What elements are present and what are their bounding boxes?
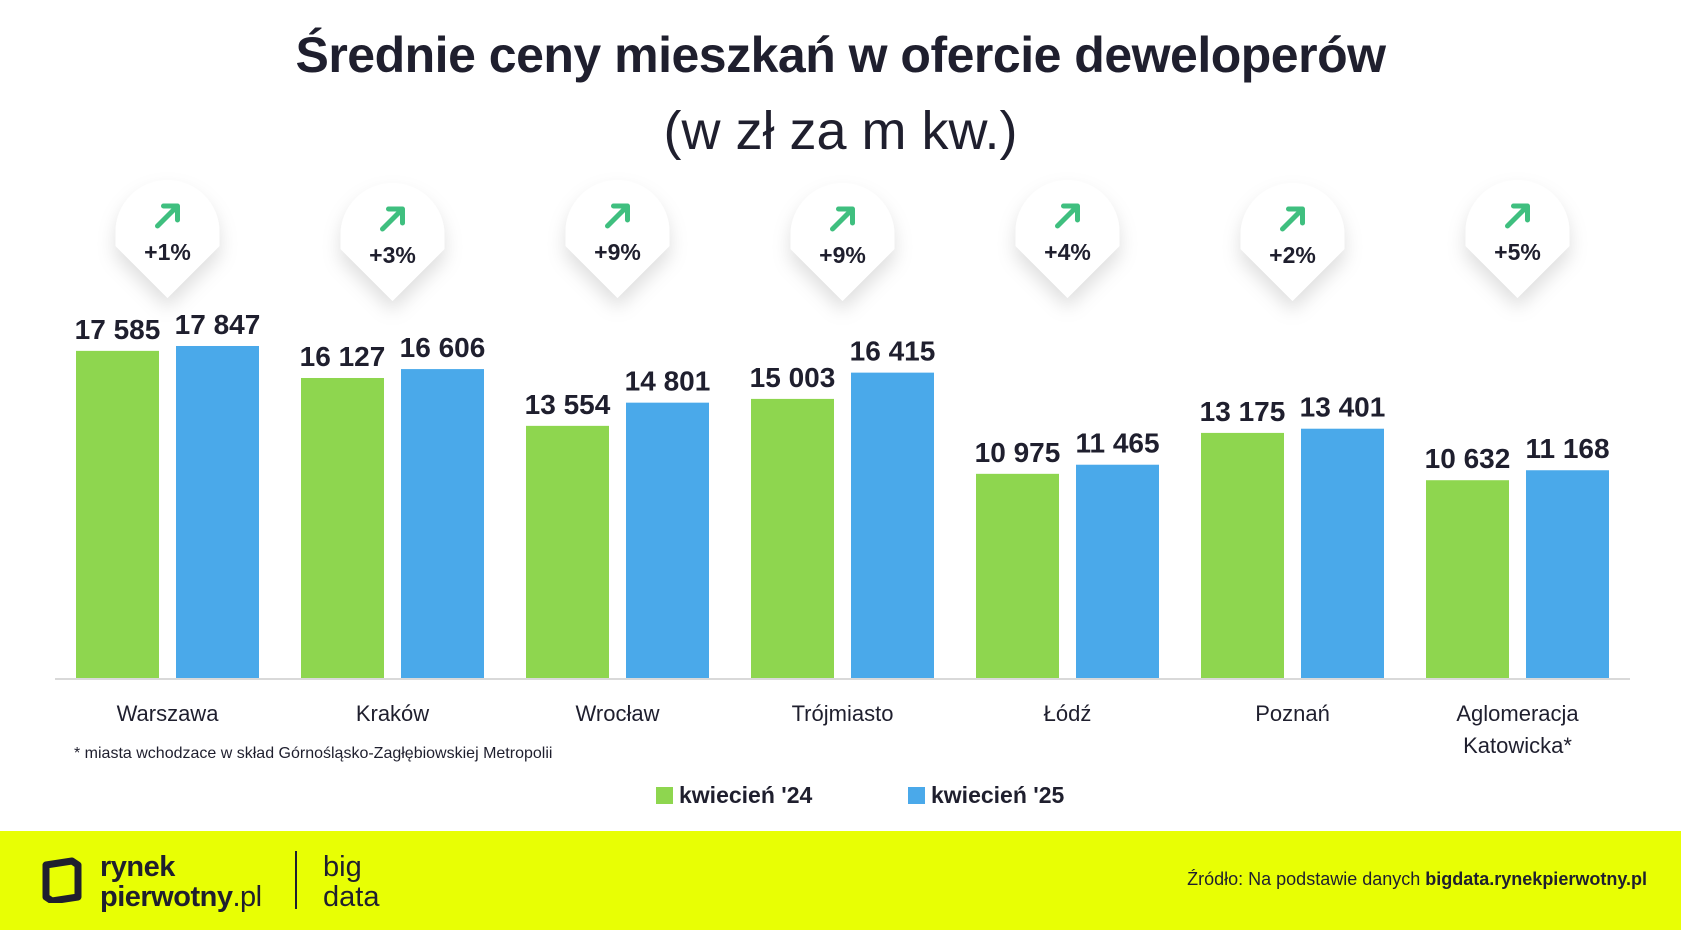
bar-2024-4	[976, 473, 1059, 678]
change-badge-0: +1%	[115, 180, 220, 298]
logo-text-line2: pierwotny.pl	[100, 881, 262, 913]
category-label-6-line1: Aglomeracja	[1456, 701, 1579, 726]
change-badge-5: +2%	[1240, 183, 1345, 301]
bar-2025-5	[1301, 428, 1384, 678]
category-label-6-line2: Katowicka*	[1463, 733, 1572, 758]
data-label-2025-1: 16 606	[400, 332, 486, 363]
data-label-2025-2: 14 801	[625, 366, 711, 397]
footer-bar: rynek pierwotny.pl big data Źródło: Na p…	[0, 831, 1681, 930]
arrow-up-right-icon-5	[1280, 206, 1305, 232]
data-label-2025-0: 17 847	[175, 309, 261, 340]
data-label-2025-5: 13 401	[1300, 392, 1386, 423]
change-badge-bg-4	[1015, 180, 1120, 298]
change-badge-bg-6	[1465, 180, 1570, 298]
bar-2025-0	[176, 345, 259, 678]
category-label-4: Łódź	[1044, 701, 1092, 726]
source-prefix: Źródło: Na podstawie danych	[1187, 869, 1421, 889]
bigdata-text-line2: data	[323, 881, 380, 913]
source-link[interactable]: bigdata.rynekpierwotny.pl	[1425, 869, 1647, 889]
change-label-2: +9%	[594, 239, 641, 265]
category-label-5: Poznań	[1255, 701, 1330, 726]
arrow-up-right-icon-1	[380, 206, 405, 232]
data-label-2025-3: 16 415	[850, 336, 936, 367]
change-badge-bg-0	[115, 180, 220, 298]
change-label-3: +9%	[819, 242, 866, 268]
category-label-3: Trójmiasto	[792, 701, 894, 726]
legend-item-2025: kwiecień '25	[908, 782, 1064, 809]
change-label-4: +4%	[1044, 239, 1091, 265]
data-label-2024-6: 10 632	[1425, 443, 1511, 474]
legend-swatch-2024	[656, 787, 673, 804]
legend-label-2024: kwiecień '24	[679, 782, 813, 808]
change-label-6: +5%	[1494, 239, 1541, 265]
source-credit: Źródło: Na podstawie danych bigdata.ryne…	[1187, 869, 1647, 890]
bar-2025-4	[1076, 464, 1159, 678]
bar-2024-3	[751, 398, 834, 678]
change-badge-3: +9%	[790, 183, 895, 301]
arrow-up-right-icon-0	[155, 203, 180, 229]
legend-label-2025: kwiecień '25	[931, 782, 1065, 808]
arrow-up-right-icon-3	[830, 206, 855, 232]
change-badge-bg-2	[565, 180, 670, 298]
data-label-2024-0: 17 585	[75, 314, 161, 345]
change-badge-bg-5	[1240, 183, 1345, 301]
logo-divider	[295, 851, 297, 909]
change-badge-2: +9%	[565, 180, 670, 298]
bar-2024-5	[1201, 432, 1284, 678]
bar-2024-0	[76, 350, 159, 678]
bar-2025-1	[401, 369, 484, 678]
data-label-2024-5: 13 175	[1200, 396, 1286, 427]
change-label-0: +1%	[144, 239, 191, 265]
change-badge-4: +4%	[1015, 180, 1120, 298]
data-label-2025-6: 11 168	[1525, 433, 1609, 464]
change-label-5: +2%	[1269, 242, 1316, 268]
chart-title: Średnie ceny mieszkań w ofercie dewelope…	[295, 27, 1386, 83]
legend: kwiecień '24 kwiecień '25	[0, 782, 1681, 812]
bar-2024-1	[301, 377, 384, 678]
data-label-2025-4: 11 465	[1075, 428, 1159, 459]
bar-2025-6	[1526, 470, 1609, 678]
arrow-up-right-icon-2	[605, 203, 630, 229]
bar-2024-6	[1426, 480, 1509, 678]
change-badge-bg-3	[790, 183, 895, 301]
data-label-2024-2: 13 554	[525, 389, 611, 420]
arrow-up-right-icon-4	[1055, 203, 1080, 229]
legend-item-2024: kwiecień '24	[656, 782, 812, 809]
category-label-1: Kraków	[356, 701, 429, 726]
bar-2025-2	[626, 402, 709, 678]
change-label-1: +3%	[369, 242, 416, 268]
bar-2024-2	[526, 425, 609, 678]
footnote: * miasta wchodzace w skład Górnośląsko-Z…	[74, 745, 553, 762]
change-badge-bg-1	[340, 183, 445, 301]
chart-subtitle: (w zł za m kw.)	[663, 101, 1018, 161]
bar-2025-3	[851, 372, 934, 678]
legend-swatch-2025	[908, 787, 925, 804]
rynekpierwotny-logo-icon	[42, 857, 82, 903]
logo-text-line1: rynek	[100, 851, 175, 883]
data-label-2024-4: 10 975	[975, 437, 1061, 468]
change-badge-6: +5%	[1465, 180, 1570, 298]
category-label-2: Wrocław	[576, 701, 660, 726]
data-label-2024-1: 16 127	[300, 341, 386, 372]
category-label-0: Warszawa	[117, 701, 220, 726]
bigdata-text-line1: big	[323, 851, 362, 883]
change-badge-1: +3%	[340, 183, 445, 301]
data-label-2024-3: 15 003	[750, 362, 836, 393]
bar-chart: +1% +3% +9% +9% +4% +2% +5% 17 585 17 847 Warsza…	[55, 180, 1630, 758]
arrow-up-right-icon-6	[1505, 203, 1530, 229]
